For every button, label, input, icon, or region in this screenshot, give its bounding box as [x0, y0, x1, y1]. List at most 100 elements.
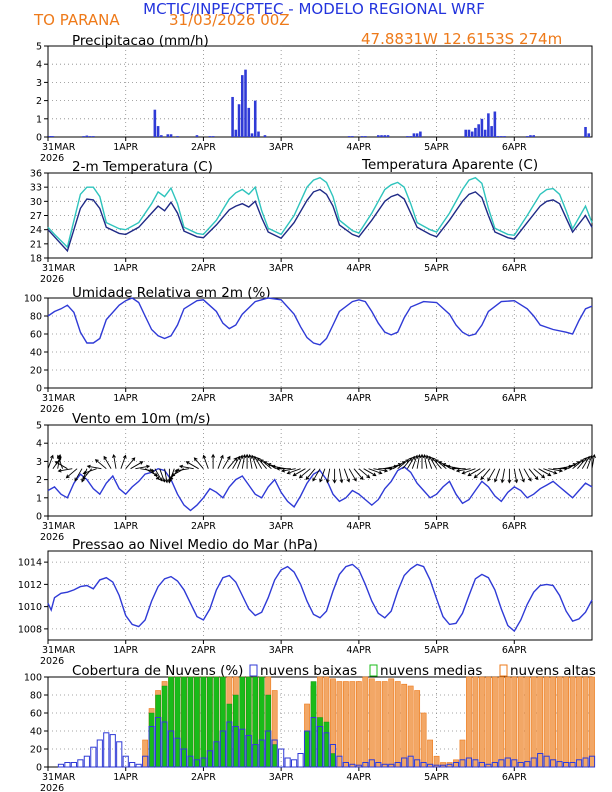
cloud-mid-bar — [252, 676, 259, 768]
clouds-ytick-label: 60 — [30, 709, 42, 720]
cloud-low-bar — [258, 739, 265, 768]
cloud-low-bar — [588, 755, 596, 768]
wind-arrow — [248, 453, 253, 469]
cloud-high-bar — [375, 681, 382, 768]
wind-ytick-label: 1 — [36, 493, 42, 504]
wind-arrow — [358, 468, 371, 479]
wind-arrow — [368, 468, 383, 475]
wind-arrow — [343, 468, 351, 483]
precip-ytick-label: 3 — [36, 78, 42, 89]
wind-panel: 31MAR 1APR 2APR 3APR 4APR 5APR 6APR 2026 0 1 2 3 4 5 V… — [36, 411, 596, 543]
temp-xtick-label: 2APR — [191, 263, 216, 274]
wind-ytick-label: 3 — [36, 457, 42, 468]
pressure-xtick-label: 2APR — [191, 645, 216, 656]
header-title: MCTIC/INPE/CPTEC - MODELO REGIONAL WRF — [143, 0, 485, 18]
precip-ytick-label: 0 — [36, 133, 42, 144]
cloud-high-bar — [466, 676, 472, 768]
precip-xtick-label: 3APR — [269, 142, 294, 153]
rh-ytick-label: 80 — [30, 312, 42, 323]
cloud-mid-bar — [207, 676, 213, 768]
temp-legend: Temperatura Aparente (C) — [361, 157, 538, 173]
wind-arrow — [523, 468, 532, 482]
cloud-low-bar — [323, 732, 330, 768]
cloud-high-bar — [414, 690, 421, 768]
pressure-xtick-label: 1APR — [113, 645, 138, 656]
wind-arrow — [232, 455, 241, 469]
precip-bar — [412, 133, 416, 137]
cloud-low-bar — [543, 755, 550, 768]
wind-xtick-label: 1APR — [113, 521, 138, 532]
clouds-ytick-label: 20 — [30, 745, 42, 756]
temp-xtick-label: 3APR — [269, 263, 294, 274]
precip-bar — [487, 113, 490, 137]
temp-ytick-label: 36 — [30, 169, 42, 180]
wind-arrow — [422, 453, 428, 469]
cloud-mid-bar — [200, 676, 207, 768]
cloud-low-bar — [381, 763, 388, 768]
cloud-mid-bar — [258, 676, 265, 768]
cloud-low-bar — [265, 730, 272, 768]
cloud-low-bar — [420, 762, 427, 768]
cloud-high-bar — [485, 676, 492, 768]
clouds-xtick-label: 4APR — [346, 772, 371, 783]
wind-arrow — [332, 468, 337, 484]
cloud-low-bar — [129, 762, 136, 768]
rh-xtick-label: 1APR — [113, 393, 138, 404]
cloud-high-bar — [550, 676, 557, 768]
rh-title: Umidade Relativa em 2m (%) — [72, 285, 271, 301]
precip-bar — [211, 136, 215, 137]
precip-title: Precipitacao (mm/h) — [72, 33, 209, 49]
cloud-low-bar — [362, 762, 369, 768]
precip-xtick-label: 6APR — [502, 142, 527, 153]
cloud-low-bar — [252, 744, 259, 768]
precip-bar — [483, 129, 487, 137]
wind-arrow — [217, 454, 224, 469]
precip-bar — [257, 131, 260, 137]
cloud-high-bar — [368, 678, 375, 768]
rh-xtick-label: 31MAR — [42, 393, 76, 404]
rh-xtick-label: 5APR — [424, 393, 449, 404]
cloud-low-bar — [459, 759, 466, 768]
cloud-low-bar — [524, 761, 531, 768]
temp-xtick-label: 1APR — [113, 263, 138, 274]
cloud-low-bar — [142, 755, 149, 768]
precip-bar — [532, 135, 536, 137]
wind-xtick-label: 4APR — [346, 521, 371, 532]
cloud-high-bar — [511, 676, 518, 768]
clouds-title: Cobertura de Nuvens (%) — [72, 663, 243, 679]
wind-speed-line — [47, 466, 593, 512]
wind-arrow — [543, 468, 558, 475]
wind-arrow — [135, 464, 151, 470]
wind-arrow — [280, 468, 296, 473]
wind-arrow — [338, 468, 344, 484]
cloud-mid-bar — [155, 694, 161, 768]
cloud-low-bar — [193, 759, 201, 768]
cloud-low-bar — [563, 762, 570, 768]
temp-xtick-label: 5APR — [424, 263, 449, 274]
wind-xtick-label: 6APR — [502, 521, 527, 532]
precip-bar — [493, 111, 497, 137]
wind-arrow — [319, 468, 326, 483]
precip-bar — [464, 129, 468, 137]
cloud-low-bar — [70, 762, 77, 768]
cloud-mid-bar — [330, 753, 336, 768]
wind-arrow — [202, 454, 209, 469]
cloud-mid-bar — [317, 717, 323, 768]
precip-bar — [156, 126, 160, 137]
pressure-year: 2026 — [40, 656, 64, 667]
cloud-low-bar — [303, 730, 311, 768]
precip-bar — [419, 131, 422, 137]
precip-bar — [160, 135, 163, 137]
wind-arrow — [103, 455, 112, 469]
temp-xtick-label: 6APR — [502, 263, 527, 274]
wind-arrow — [254, 455, 263, 469]
cloud-mid-bar — [226, 703, 233, 768]
cloud-mid-bar — [233, 694, 239, 768]
cloud-low-bar — [550, 759, 557, 768]
precip-bar — [386, 135, 390, 137]
cloud-high-bar — [459, 739, 466, 768]
precip-xtick-label: 4APR — [346, 142, 371, 153]
precip-bar — [376, 135, 380, 137]
cloud-legend-label: nuvens altas — [510, 663, 596, 679]
